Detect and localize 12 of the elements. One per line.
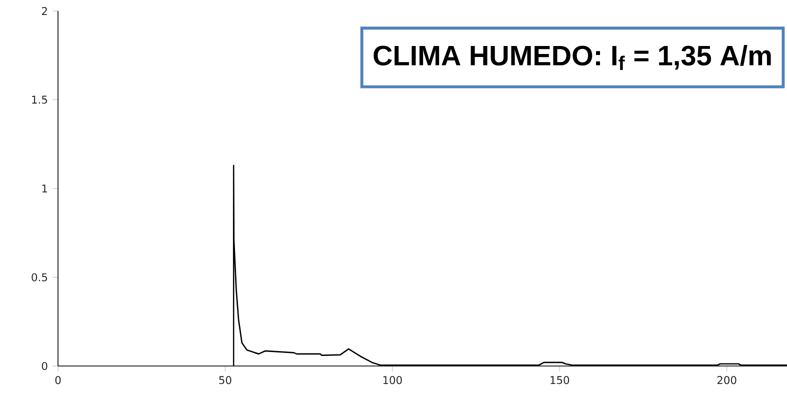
y-tick-label: 2 xyxy=(42,7,47,15)
line-series xyxy=(232,164,787,367)
x-tick-label: 150 xyxy=(550,376,570,384)
y-tick-label: 0.5 xyxy=(32,273,48,282)
x-tick-label: 100 xyxy=(383,376,402,384)
x-tick-label: 200 xyxy=(717,376,736,384)
x-tick-label: 0 xyxy=(55,376,61,384)
y-tick-label: 0 xyxy=(42,362,48,370)
text: CLIMA HUMEDO: I$_{f}$ = 1,35 A/m xyxy=(374,44,771,70)
y-tick-label: 1 xyxy=(42,184,47,192)
x-tick-label: 50 xyxy=(219,376,232,384)
y-tick-label: 1.5 xyxy=(32,96,48,104)
